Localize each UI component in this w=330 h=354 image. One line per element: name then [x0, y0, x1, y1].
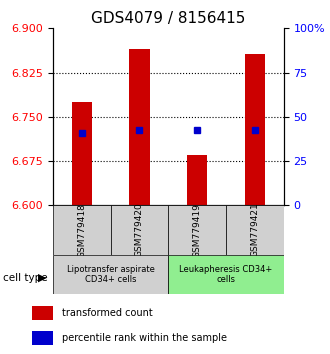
Text: ▶: ▶ — [38, 273, 47, 283]
FancyBboxPatch shape — [53, 205, 111, 255]
Bar — [32, 306, 53, 320]
FancyBboxPatch shape — [168, 255, 284, 294]
Text: GSM779420: GSM779420 — [135, 203, 144, 257]
Bar — [187, 155, 207, 205]
Bar — [129, 49, 149, 205]
Text: percentile rank within the sample: percentile rank within the sample — [62, 332, 227, 343]
FancyBboxPatch shape — [168, 205, 226, 255]
Bar — [72, 102, 92, 205]
FancyBboxPatch shape — [53, 255, 168, 294]
Text: transformed count: transformed count — [62, 308, 153, 318]
Text: GSM779418: GSM779418 — [77, 202, 86, 258]
FancyBboxPatch shape — [226, 205, 284, 255]
Text: cell type: cell type — [3, 273, 48, 283]
FancyBboxPatch shape — [111, 205, 168, 255]
Text: GSM779421: GSM779421 — [250, 203, 259, 257]
Text: GSM779419: GSM779419 — [193, 202, 202, 258]
Bar — [245, 54, 265, 205]
Title: GDS4079 / 8156415: GDS4079 / 8156415 — [91, 11, 246, 26]
Text: Lipotransfer aspirate
CD34+ cells: Lipotransfer aspirate CD34+ cells — [67, 265, 154, 284]
Text: Leukapheresis CD34+
cells: Leukapheresis CD34+ cells — [180, 265, 273, 284]
Bar — [32, 331, 53, 344]
